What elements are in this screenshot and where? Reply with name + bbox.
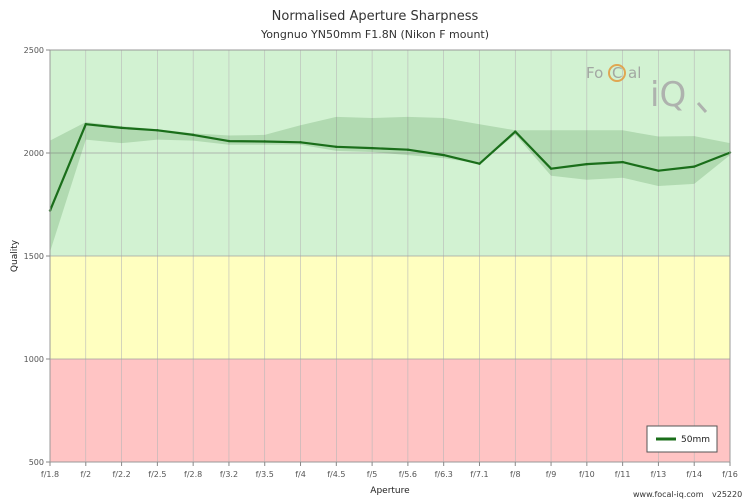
- x-tick-label: f/2.8: [184, 470, 202, 479]
- logo-magnifier-handle: [696, 102, 708, 113]
- data-point: [657, 169, 660, 172]
- x-tick-label: f/11: [615, 470, 631, 479]
- x-tick-label: f/3.2: [220, 470, 238, 479]
- data-point: [693, 165, 696, 168]
- x-tick-label: f/8: [510, 470, 521, 479]
- data-point: [191, 133, 195, 137]
- x-tick-label: f/13: [651, 470, 667, 479]
- data-point: [621, 160, 624, 164]
- x-axis-ticks: f/1.8 f/2 f/2.2 f/2.5 f/2.8 f/3.2 f/3.5 f/4 f/4.…: [41, 462, 738, 479]
- x-tick-label: f/1.8: [41, 470, 59, 479]
- footer-url: www.focal-iq.com: [633, 490, 704, 499]
- data-point: [156, 129, 159, 132]
- x-tick-label: f/3.5: [256, 470, 274, 479]
- x-tick-label: f/2: [80, 470, 91, 479]
- logo-text-fo: Fo: [586, 64, 603, 82]
- data-point: [478, 162, 481, 165]
- x-tick-label: f/5: [367, 470, 378, 479]
- y-tick-label: 500: [29, 458, 44, 467]
- x-tick-label: f/2.2: [112, 470, 130, 479]
- x-axis-label: Aperture: [370, 486, 410, 496]
- data-point: [370, 146, 374, 150]
- x-tick-label: f/14: [686, 470, 702, 479]
- y-axis-label: Quality: [10, 239, 20, 272]
- x-tick-label: f/6.3: [435, 470, 453, 479]
- footer-version: v25220: [712, 490, 742, 499]
- data-point: [299, 141, 302, 144]
- series-range-area: [50, 116, 730, 252]
- chart-title: Normalised Aperture Sharpness: [272, 9, 479, 24]
- data-point: [514, 130, 517, 133]
- quality-band-0: [50, 359, 730, 462]
- data-point: [84, 122, 87, 126]
- y-tick-label: 2000: [24, 149, 44, 158]
- data-point: [263, 140, 266, 143]
- x-tick-label: f/4.5: [327, 470, 345, 479]
- x-tick-label: f/2.5: [148, 470, 166, 479]
- data-point: [406, 148, 410, 151]
- chart-subtitle: Yongnuo YN50mm F1.8N (Nikon F mount): [260, 28, 489, 41]
- data-point: [120, 126, 123, 130]
- x-tick-label: f/4: [295, 470, 306, 479]
- x-tick-label: f/10: [579, 470, 595, 479]
- series-lines: [48, 122, 732, 212]
- logo-text-iq: iQ: [650, 75, 686, 115]
- data-point: [549, 167, 553, 170]
- legend: 50mm: [646, 425, 718, 453]
- series-line-0: [48, 123, 731, 212]
- x-tick-label: f/16: [722, 470, 738, 479]
- series-range-areas: [50, 116, 730, 252]
- y-tick-label: 1000: [24, 355, 44, 364]
- focal-iq-watermark-logo: Fo C al iQ: [586, 64, 708, 115]
- x-tick-label: f/7.1: [470, 470, 488, 479]
- y-tick-label: 1500: [24, 252, 44, 261]
- data-point: [335, 145, 338, 149]
- data-point: [585, 162, 589, 166]
- legend-label: 50mm: [681, 435, 710, 445]
- quality-band-1: [50, 256, 730, 359]
- data-point: [227, 139, 231, 143]
- data-point: [442, 153, 445, 157]
- logo-text-c: C: [612, 64, 622, 82]
- y-tick-label: 2500: [24, 46, 44, 55]
- y-axis-ticks: 500 1000 1500 2000 2500: [24, 46, 50, 467]
- x-tick-label: f/9: [546, 470, 557, 479]
- logo-ring: [608, 64, 626, 82]
- logo-text-al: al: [628, 64, 641, 82]
- x-tick-label: f/5.6: [399, 470, 417, 479]
